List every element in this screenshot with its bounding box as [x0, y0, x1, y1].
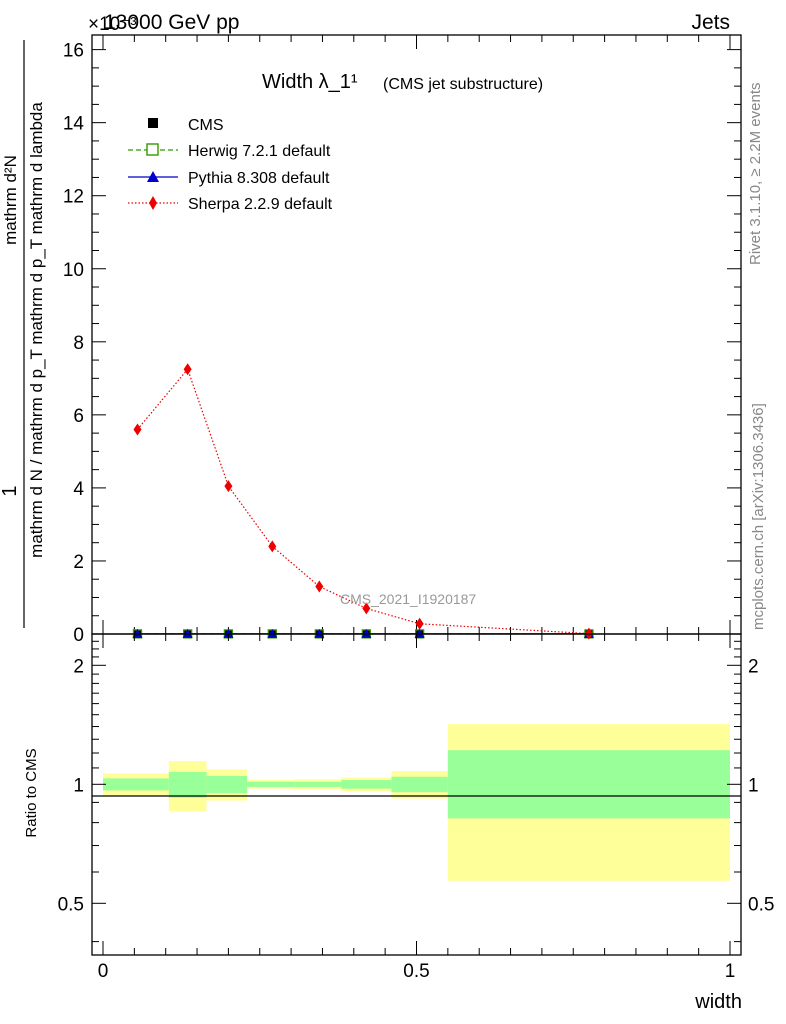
ratio-y-tick-label-right: 0.5 [748, 894, 774, 915]
x-tick-label: 0 [98, 961, 109, 982]
data-point-sherpa [183, 363, 192, 376]
ratio-band-green [103, 778, 169, 791]
data-point-sherpa [315, 580, 324, 593]
legend-marker-cms [148, 118, 158, 128]
data-point-sherpa [224, 480, 233, 493]
ratio-y-tick-label: 1 [73, 775, 84, 796]
series-line-sherpa [137, 367, 589, 635]
ratio-band-green [168, 771, 207, 798]
legend-label-cms: CMS [188, 117, 224, 134]
category-label: Jets [691, 11, 730, 34]
y-tick-label: 4 [73, 479, 84, 500]
legend: CMS Herwig 7.2.1 default Pythia 8.308 de… [128, 117, 333, 213]
y-axis-label-numerator: 1 [0, 485, 21, 496]
legend-marker-sherpa [149, 196, 157, 210]
legend-marker-pythia [147, 171, 159, 182]
analysis-watermark: CMS_2021_I1920187 [340, 591, 476, 607]
y-axis-label-top: mathrm d²N [1, 155, 20, 245]
y-tick-label: 14 [63, 114, 85, 135]
ratio-band-green [447, 750, 730, 819]
energy-label: 13000 GeV pp [104, 11, 239, 34]
y-tick-label: 10 [63, 260, 84, 281]
y-axis-label-denominator: mathrm d N / mathrm d p_T mathrm d p_T m… [27, 102, 46, 558]
y-tick-label: 12 [63, 187, 84, 208]
ratio-band-green [294, 781, 342, 787]
rivet-label: Rivet 3.1.10, ≥ 2.2M events [747, 83, 764, 266]
ratio-band-green [206, 775, 248, 794]
ratio-y-tick-label-right: 2 [748, 656, 759, 677]
ratio-band-green [391, 776, 448, 793]
data-point-sherpa [268, 540, 277, 553]
ratio-y-tick-label: 0.5 [58, 894, 84, 915]
y-tick-label: 16 [63, 41, 84, 62]
plot-title: Width λ_1¹ [262, 71, 358, 93]
mcplots-label: mcplots.cern.ch [arXiv:1306.3436] [750, 403, 767, 630]
ratio-band-green [247, 781, 295, 787]
exponent-label: ×10⁻³ [88, 14, 137, 35]
y-tick-label: 2 [73, 552, 84, 573]
data-point-sherpa [133, 423, 142, 436]
legend-marker-herwig [146, 143, 159, 156]
x-axis-label: width [694, 991, 742, 1013]
legend-label-herwig: Herwig 7.2.1 default [188, 143, 331, 160]
y-tick-label: 6 [73, 406, 84, 427]
y-tick-label: 8 [73, 333, 84, 354]
ratio-y-axis-label: Ratio to CMS [23, 748, 40, 837]
ratio-y-tick-label-right: 1 [748, 775, 759, 796]
ratio-y-tick-label: 2 [73, 656, 84, 677]
legend-label-sherpa: Sherpa 2.2.9 default [188, 196, 333, 213]
data-point-sherpa [362, 602, 371, 615]
plot-subtitle: (CMS jet substructure) [383, 76, 543, 93]
y-tick-label: 0 [73, 625, 84, 646]
x-tick-label: 1 [725, 961, 736, 982]
ratio-band-green [341, 780, 392, 789]
x-tick-label: 0.5 [403, 961, 429, 982]
data-point-sherpa [415, 617, 424, 630]
legend-label-pythia: Pythia 8.308 default [188, 170, 330, 187]
